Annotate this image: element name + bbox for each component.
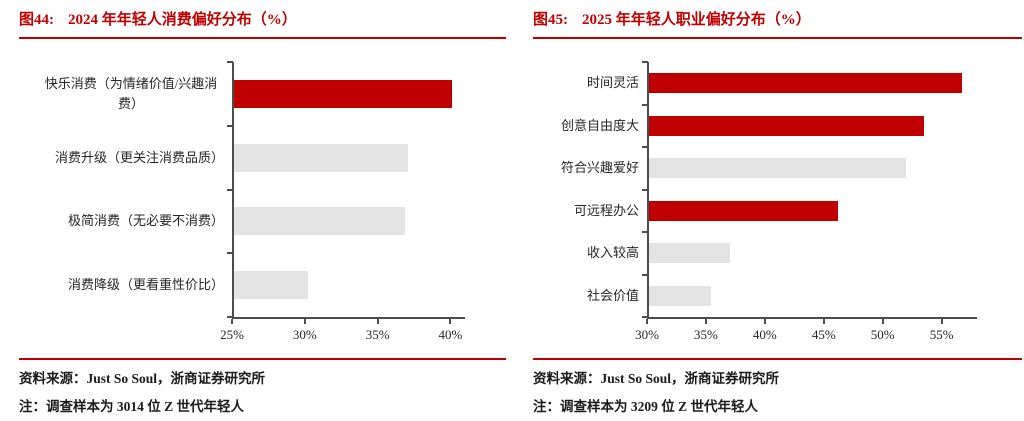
bar <box>232 79 452 108</box>
y-tick-mark <box>227 124 233 127</box>
chart-row: 创意自由度大 <box>533 105 1022 148</box>
y-axis <box>227 61 234 318</box>
footer-divider <box>19 358 506 360</box>
x-tick-label: 55% <box>929 327 954 342</box>
chart-row: 消费降级（更看重性价比） <box>19 253 506 317</box>
y-tick-mark <box>642 188 648 191</box>
x-axis: 30% 35% 40% 45% 50% 55% <box>635 317 977 342</box>
x-tick-mark <box>449 319 452 324</box>
chart-row: 收入较高 <box>533 232 1022 275</box>
bar <box>232 143 409 172</box>
y-tick-mark <box>642 231 648 233</box>
bar-chart-career: 时间灵活创意自由度大 符合兴趣爱好可远程办公收入较高社会价值 30% 35% 40% 4… <box>533 61 1022 347</box>
x-axis: 25% 30% 35% 40% <box>220 317 465 342</box>
x-tick-label: 30% <box>635 327 659 342</box>
title-divider <box>533 37 1022 39</box>
x-tick-mark <box>704 319 707 324</box>
chart-row: 可远程办公 <box>533 190 1022 233</box>
y-tick-mark <box>642 316 648 318</box>
category-label: 极简消费（无必要不消费） <box>67 213 224 229</box>
figure-panel-consumption: 图44: 2024 年年轻人消费偏好分布（%） 快乐消费（为情绪价值/兴趣消费）… <box>19 0 506 421</box>
figure-title: 图45: 2025 年年轻人职业偏好分布（%） <box>533 11 1022 30</box>
bar-chart-consumption: 快乐消费（为情绪价值/兴趣消费） 消费升级（更关注消费品质） 极简消费（无必要不消费… <box>19 61 506 347</box>
x-tick-label: 40% <box>752 327 777 342</box>
bar-cell <box>647 190 977 233</box>
category-label: 可远程办公 <box>573 202 639 218</box>
x-tick-label: 25% <box>220 327 244 342</box>
bar <box>647 73 962 94</box>
x-tick-mark <box>376 319 379 324</box>
x-tick-mark <box>881 319 884 324</box>
x-tick-mark <box>940 319 943 324</box>
bar-cell <box>232 253 465 317</box>
y-tick-mark <box>642 61 648 63</box>
y-tick-mark <box>227 61 233 63</box>
chart-row: 社会价值 <box>533 275 1022 318</box>
category-label: 时间灵活 <box>586 75 639 91</box>
category-label: 社会价值 <box>586 287 639 303</box>
sample-note: 注：调查样本为 3209 位 Z 世代年轻人 <box>533 399 759 414</box>
figure-number: 图45: <box>533 12 568 28</box>
bar-cell <box>647 232 977 275</box>
figure-number: 图44: <box>19 12 54 28</box>
bar-cell <box>647 275 977 318</box>
x-tick-label: 35% <box>365 327 390 342</box>
y-tick-mark <box>642 103 648 106</box>
category-label: 快乐消费（为情绪价值/兴趣消费） <box>44 75 218 111</box>
y-axis <box>642 61 649 318</box>
bar-cell <box>232 190 465 254</box>
x-tick-mark <box>303 319 306 324</box>
title-divider <box>19 37 506 39</box>
bar-cell <box>647 147 977 190</box>
category-label: 消费升级（更关注消费品质） <box>54 149 224 165</box>
x-tick-mark <box>763 319 766 324</box>
y-tick-mark <box>642 146 648 148</box>
footer-divider <box>533 358 1022 360</box>
source-note: 资料来源：Just So Soul，浙商证券研究所 <box>533 371 780 386</box>
bar <box>647 285 711 306</box>
category-label: 收入较高 <box>586 245 639 261</box>
chart-rows: 快乐消费（为情绪价值/兴趣消费） 消费升级（更关注消费品质） 极简消费（无必要不消费… <box>19 62 506 317</box>
figure-title: 图44: 2024 年年轻人消费偏好分布（%） <box>19 11 506 30</box>
bar <box>647 115 924 136</box>
bar-cell <box>232 62 465 126</box>
x-tick-label: 45% <box>811 327 836 342</box>
chart-row: 消费升级（更关注消费品质） <box>19 126 506 190</box>
bar <box>647 243 730 264</box>
figure-panel-career: 图45: 2025 年年轻人职业偏好分布（%） 时间灵活创意自由度大 符合兴趣爱好… <box>533 0 1022 421</box>
x-tick-mark <box>231 319 233 324</box>
figure-title-text: 2025 年年轻人职业偏好分布（%） <box>582 12 811 28</box>
x-tick-label: 50% <box>870 327 895 342</box>
category-label: 创意自由度大 <box>560 117 639 133</box>
category-label: 符合兴趣爱好 <box>560 160 639 176</box>
bar-cell <box>647 105 977 148</box>
chart-row: 时间灵活 <box>533 62 1022 105</box>
x-tick-mark <box>822 319 825 324</box>
chart-rows: 时间灵活创意自由度大 符合兴趣爱好可远程办公收入较高社会价值 <box>533 62 1022 317</box>
y-tick-mark <box>227 252 233 255</box>
bar-cell <box>647 62 977 105</box>
source-note: 资料来源：Just So Soul，浙商证券研究所 <box>19 371 266 386</box>
x-tick-mark <box>646 319 648 324</box>
y-tick-mark <box>642 273 648 276</box>
bar-cell <box>232 126 465 190</box>
bar <box>647 158 907 179</box>
sample-note: 注：调查样本为 3014 位 Z 世代年轻人 <box>19 399 245 414</box>
chart-row: 符合兴趣爱好 <box>533 147 1022 190</box>
category-label: 消费降级（更看重性价比） <box>67 277 224 293</box>
x-tick-label: 35% <box>694 327 718 342</box>
figure-title-text: 2024 年年轻人消费偏好分布（%） <box>68 12 297 28</box>
bar <box>232 271 308 300</box>
bar <box>232 207 406 236</box>
x-tick-label: 30% <box>292 327 317 342</box>
chart-row: 快乐消费（为情绪价值/兴趣消费） <box>19 62 506 126</box>
chart-row: 极简消费（无必要不消费） <box>19 190 506 254</box>
y-tick-mark <box>227 316 233 318</box>
x-tick-label: 40% <box>438 327 463 342</box>
y-tick-mark <box>227 188 233 191</box>
bar <box>647 200 838 221</box>
